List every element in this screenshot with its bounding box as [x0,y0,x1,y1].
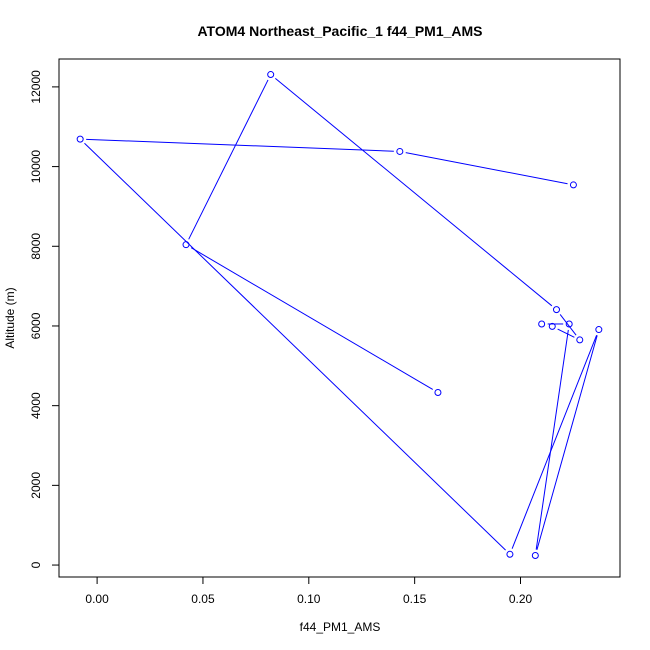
x-tick-label: 0.00 [85,592,109,606]
y-axis-label: Altitude (m) [3,287,17,348]
series-segment [557,328,575,338]
data-point [565,320,573,328]
y-axis: 0 2000 4000 6000 8000 10000 12000 [29,70,60,568]
data-point [182,241,190,249]
series-segment [559,314,577,336]
x-axis: 0.00 0.05 0.10 0.15 0.20 [85,576,533,606]
series-segment [188,79,269,240]
series-segment [511,334,598,549]
y-tick-label: 0 [29,561,43,568]
series-segment [86,138,394,152]
x-tick-label: 0.20 [509,592,533,606]
series-segment [84,142,506,551]
data-point [569,181,577,189]
data-point [396,147,404,155]
x-tick-label: 0.05 [191,592,215,606]
y-tick-label: 4000 [29,392,43,419]
y-tick-label: 2000 [29,472,43,499]
series-segment [535,329,569,550]
data-point [531,551,539,559]
series-layer [76,71,603,559]
y-tick-label: 8000 [29,233,43,260]
plot-frame [58,58,621,578]
data-point [434,389,442,397]
data-point [538,320,546,328]
series-segment [275,77,553,307]
y-tick-label: 6000 [29,312,43,339]
x-tick-label: 0.10 [297,592,321,606]
data-point [576,336,584,344]
data-point [267,71,275,79]
x-axis-label: f44_PM1_AMS [300,620,381,634]
data-point [595,326,603,334]
chart-title: ATOM4 Northeast_Pacific_1 f44_PM1_AMS [197,23,482,39]
series-segment [536,335,598,550]
data-point [76,135,84,143]
series-segment [190,247,434,390]
data-point [552,306,560,314]
data-point [548,322,556,330]
series-segment [405,152,568,185]
y-tick-label: 12000 [29,70,43,104]
data-point [506,550,514,558]
x-tick-label: 0.15 [403,592,427,606]
y-tick-label: 10000 [29,150,43,184]
